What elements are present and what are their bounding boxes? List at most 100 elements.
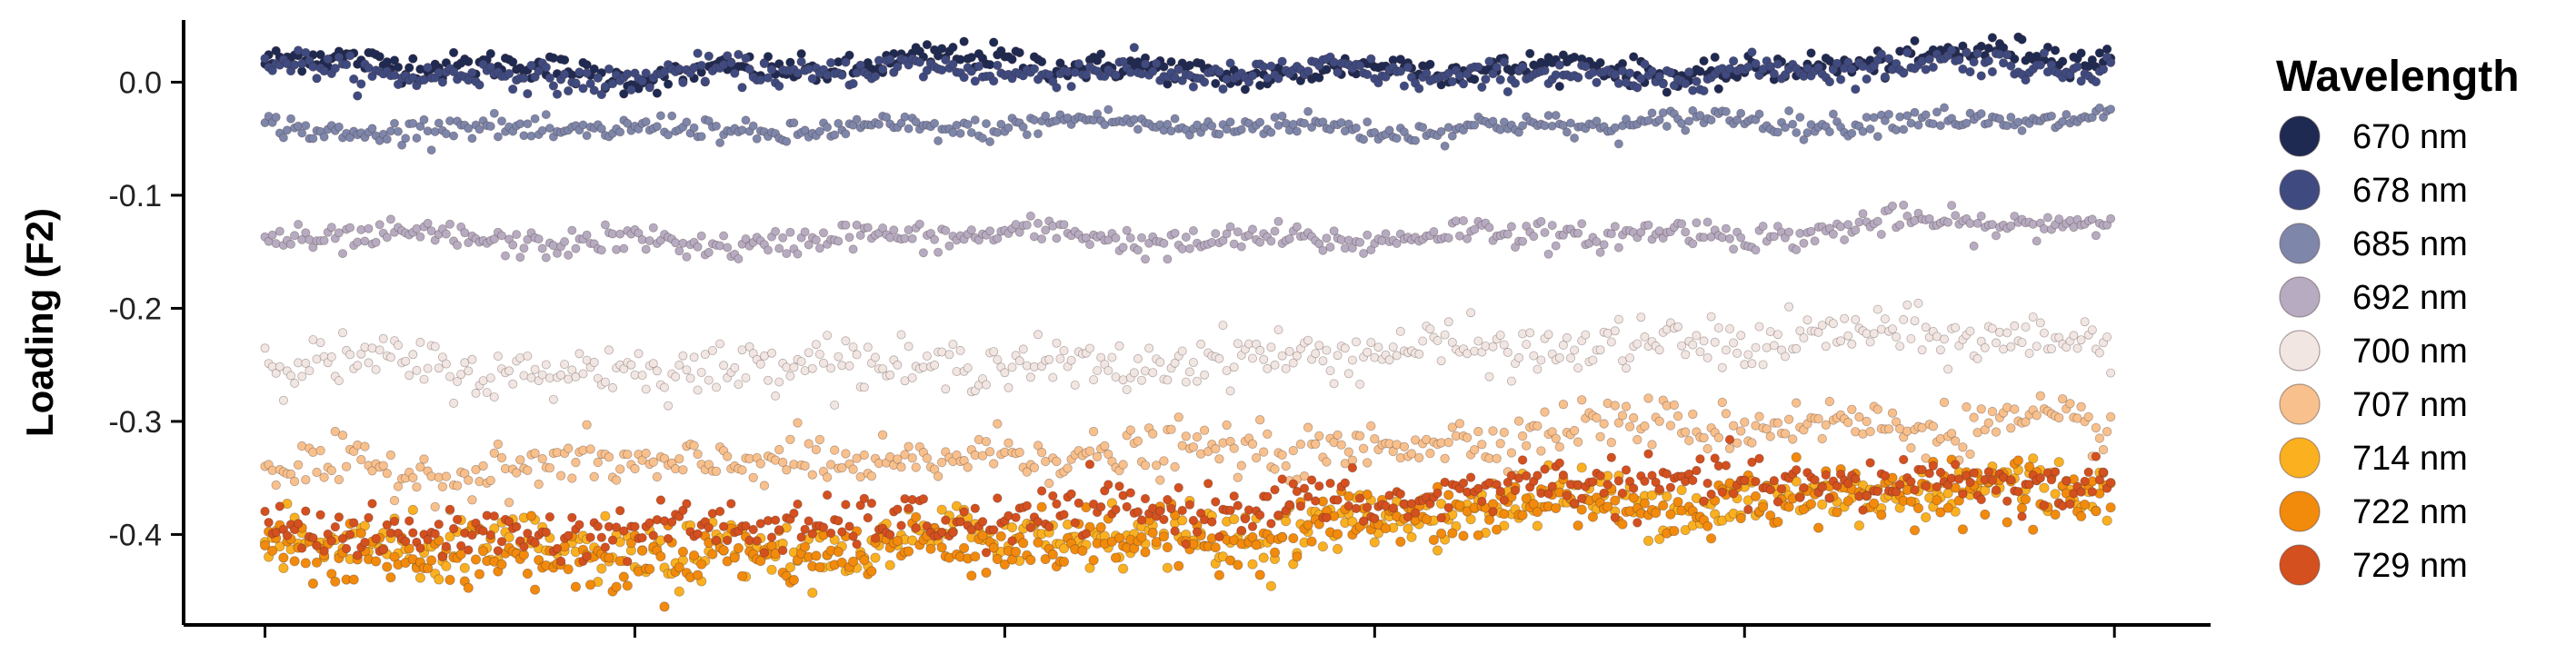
data-point <box>1077 545 1088 557</box>
data-point <box>774 444 784 455</box>
data-point <box>1817 481 1827 492</box>
data-point <box>1343 490 1354 502</box>
data-point <box>1777 345 1787 355</box>
data-point <box>525 510 537 521</box>
data-point <box>615 127 625 137</box>
data-point <box>1007 536 1017 546</box>
data-point <box>2039 482 2050 493</box>
data-point <box>671 372 681 382</box>
data-point <box>1340 478 1351 488</box>
data-point <box>271 368 281 378</box>
data-point <box>1506 448 1517 458</box>
data-point <box>1551 502 1562 514</box>
data-point <box>904 225 914 235</box>
data-point <box>1513 416 1524 426</box>
data-point <box>1347 516 1358 527</box>
data-point <box>1702 520 1713 531</box>
data-point <box>382 561 393 572</box>
data-point <box>1776 484 1787 494</box>
data-point <box>848 464 858 474</box>
legend-swatch <box>2279 169 2321 211</box>
data-point <box>1100 441 1110 451</box>
series-685-nm <box>260 103 2116 155</box>
data-point <box>1872 404 1883 414</box>
data-point <box>1181 539 1192 550</box>
data-point <box>1521 493 1532 504</box>
data-point <box>330 63 341 74</box>
data-point <box>1540 407 1550 417</box>
data-point <box>2102 220 2112 230</box>
data-point <box>707 345 717 355</box>
data-point <box>1392 238 1402 248</box>
data-point <box>782 136 792 146</box>
data-point <box>1813 522 1824 533</box>
data-point <box>678 238 688 248</box>
data-point <box>800 524 810 535</box>
data-point <box>2032 236 2042 246</box>
data-point <box>764 375 774 385</box>
data-point <box>1184 243 1194 253</box>
data-point <box>1717 362 1727 372</box>
data-point <box>464 124 474 134</box>
data-point <box>593 457 604 468</box>
data-point <box>918 248 928 258</box>
data-point <box>345 350 355 360</box>
data-point <box>553 248 563 258</box>
data-point <box>896 330 906 340</box>
data-point <box>2105 57 2116 68</box>
data-point <box>704 116 714 126</box>
data-point <box>1524 48 1535 59</box>
data-point <box>1529 351 1539 361</box>
data-point <box>1898 68 1909 78</box>
data-point <box>1798 504 1810 515</box>
data-point <box>1958 442 1968 452</box>
data-point <box>1118 460 1128 470</box>
data-point <box>1588 355 1598 365</box>
data-point <box>1799 238 1809 248</box>
data-point <box>871 352 881 362</box>
data-point <box>1699 336 1709 346</box>
data-point <box>704 522 714 533</box>
data-point <box>1754 322 1764 332</box>
data-point <box>918 494 929 504</box>
data-point <box>1503 477 1513 488</box>
data-point <box>448 47 459 58</box>
data-point <box>441 471 452 481</box>
data-point <box>1991 231 2001 241</box>
data-point <box>1532 520 1543 531</box>
data-point <box>830 400 840 410</box>
data-point <box>1795 326 1805 336</box>
data-point <box>319 132 329 142</box>
data-point <box>1517 510 1528 520</box>
data-point <box>2006 342 2016 352</box>
data-point <box>1199 77 1210 87</box>
data-point <box>319 546 329 556</box>
data-point <box>1624 476 1635 487</box>
data-point <box>1395 489 1406 500</box>
data-point <box>793 418 803 428</box>
data-point <box>1018 344 1028 354</box>
data-point <box>1270 226 1280 236</box>
data-point <box>1965 108 1975 118</box>
data-point <box>2035 318 2045 328</box>
data-point <box>341 461 352 471</box>
data-point <box>1011 512 1021 522</box>
data-point <box>315 338 325 348</box>
data-point <box>1436 528 1447 540</box>
data-point <box>1181 232 1191 242</box>
data-point <box>596 245 606 255</box>
data-point <box>344 530 355 540</box>
data-point <box>1610 123 1620 133</box>
data-point <box>1381 72 1391 82</box>
data-point <box>489 511 500 521</box>
data-point <box>1783 414 1794 424</box>
data-point <box>1347 462 1358 473</box>
data-point <box>885 233 895 243</box>
data-point <box>1680 78 1691 89</box>
data-point <box>282 125 292 135</box>
data-point <box>1052 83 1062 93</box>
data-point <box>2076 335 2086 345</box>
data-point <box>1133 436 1143 446</box>
data-point <box>1225 555 1236 566</box>
data-point <box>1854 411 1864 422</box>
